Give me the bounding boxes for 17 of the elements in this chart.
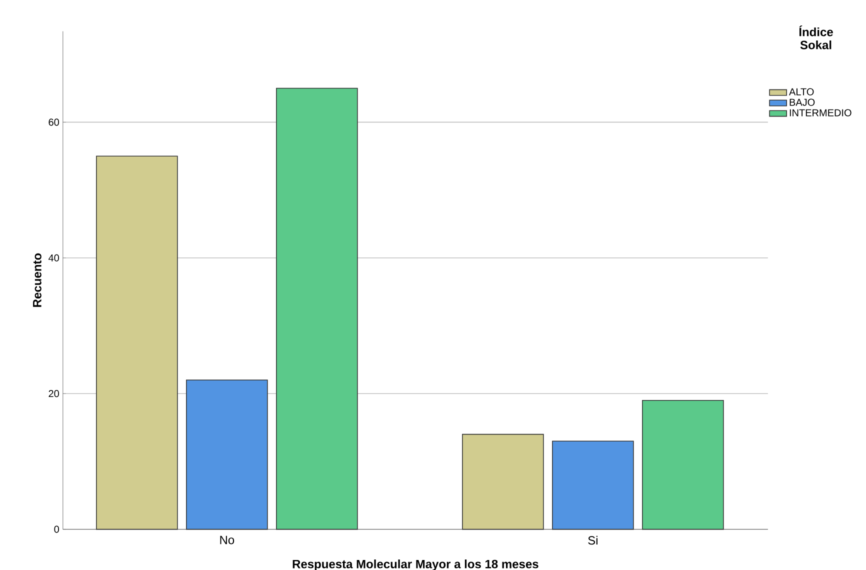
- bar: [276, 88, 358, 530]
- y-tick-label: 0: [54, 526, 60, 533]
- y-tick-label: 40: [48, 254, 59, 262]
- x-tick-label: No: [220, 536, 234, 544]
- y-tick-label: 60: [48, 118, 59, 126]
- legend-label: ALTO: [789, 88, 814, 96]
- legend-label: BAJO: [790, 98, 815, 106]
- x-tick-label: Si: [588, 536, 598, 545]
- legend-title: Índice Sokal: [799, 26, 833, 50]
- y-tick-label: 20: [48, 390, 59, 398]
- y-axis-title: Recuento: [33, 253, 42, 307]
- bar: [186, 380, 268, 530]
- legend-label: INTERMEDIO: [790, 109, 852, 116]
- bar: [552, 440, 634, 530]
- bar: [642, 400, 724, 530]
- bar: [96, 156, 178, 530]
- bar: [462, 434, 544, 530]
